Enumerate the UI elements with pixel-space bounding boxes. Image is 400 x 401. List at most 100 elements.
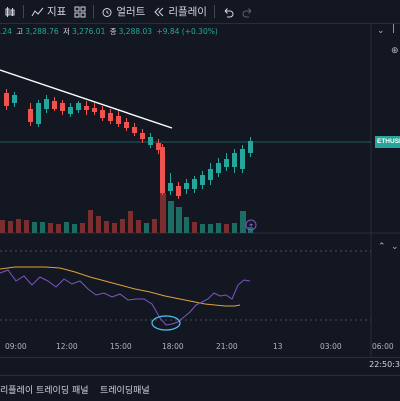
volume-bar <box>152 219 157 233</box>
price-chart[interactable]: 09:00 12:00 15:00 18:00 21:00 13 03:00 0… <box>0 23 400 358</box>
volume-bar <box>224 224 229 233</box>
clock: 22:50:3 <box>369 360 400 369</box>
trend-line[interactable] <box>0 69 173 129</box>
lightning-icon[interactable] <box>245 219 257 231</box>
toolbar-divider <box>93 5 95 18</box>
time-tick-label: 09:00 <box>5 342 27 351</box>
candle-body <box>200 175 205 185</box>
top-toolbar: 지표 얼러트 리플레이 <box>0 0 400 24</box>
candles-icon <box>5 6 15 17</box>
chevron-up-icon[interactable]: ⌃ <box>378 242 386 252</box>
volume-bar <box>16 219 21 233</box>
volume-bar <box>88 210 93 233</box>
volume-bar <box>8 221 13 233</box>
candle-body <box>208 169 213 180</box>
volume-bar <box>232 223 237 233</box>
redo-icon <box>242 7 252 17</box>
alert-button[interactable]: 얼러트 <box>97 0 149 23</box>
candle-body <box>232 153 237 167</box>
candle-body <box>192 179 197 189</box>
volume-bar <box>168 201 174 233</box>
indicators-label: 지표 <box>47 6 67 18</box>
rsi-line <box>0 269 251 326</box>
volume-bar <box>96 216 101 233</box>
volume-bar <box>176 207 182 233</box>
candle-body <box>240 149 245 169</box>
alarm-clock-icon <box>102 7 112 17</box>
volume-bar <box>136 220 141 233</box>
time-tick-label: 03:00 <box>320 342 342 351</box>
indicators-button[interactable]: 지표 <box>27 0 70 23</box>
volume-bar <box>24 220 29 233</box>
open-value: .24 <box>0 27 12 36</box>
change-value: +9.84 (+0.30%) <box>156 27 218 36</box>
volume-bar <box>184 217 189 233</box>
volume-bars <box>0 193 253 233</box>
redo-button[interactable] <box>238 0 258 23</box>
candle-body <box>52 101 57 109</box>
add-plus-icon[interactable]: ⊕ <box>391 46 399 56</box>
candle-body <box>216 163 221 173</box>
candle-body <box>168 183 173 191</box>
candle-body <box>84 106 89 110</box>
candle-body <box>148 137 153 145</box>
rsi-ma-line <box>0 266 241 307</box>
candle-body <box>68 107 73 114</box>
close-value: 3,288.03 <box>118 27 153 36</box>
status-row: 22:50:3 <box>0 357 400 373</box>
time-axis-labels: 09:00 12:00 15:00 18:00 21:00 13 03:00 0… <box>5 342 394 351</box>
time-tick-label: 13 <box>273 342 283 351</box>
price-badge: ETHUSD <box>375 136 400 148</box>
chevron-down-icon[interactable]: ⌄ <box>377 26 385 36</box>
candle-body <box>124 122 129 128</box>
candle-body <box>28 109 33 122</box>
vertical-divider: | <box>392 24 396 34</box>
rsi-highlight-circle[interactable] <box>151 315 181 331</box>
volume-bar <box>216 223 221 233</box>
volume-bar <box>80 223 85 233</box>
candle-body <box>36 103 41 124</box>
volume-bar <box>48 223 53 233</box>
low-value: 3,276.01 <box>71 27 106 36</box>
indicators-icon <box>31 7 44 16</box>
candle-body <box>132 127 137 133</box>
volume-bar <box>104 221 109 233</box>
toolbar-divider <box>213 5 215 18</box>
candle-body <box>12 95 17 103</box>
candlesticks <box>4 89 253 199</box>
toolbar-divider <box>23 5 24 18</box>
candle-body <box>92 108 97 112</box>
time-tick-label: 18:00 <box>162 342 184 351</box>
volume-bar <box>32 222 37 233</box>
candle-body <box>184 183 189 189</box>
candle-body <box>248 141 253 153</box>
volume-bar <box>0 220 5 233</box>
volume-bar <box>64 222 69 233</box>
volume-bar <box>56 224 61 233</box>
volume-bar <box>200 224 205 233</box>
replay-label: 리플레이 <box>168 6 207 18</box>
layout-button[interactable] <box>70 0 90 23</box>
time-tick-label: 15:00 <box>110 342 132 351</box>
replay-button[interactable]: 리플레이 <box>149 0 211 23</box>
volume-bar <box>240 211 246 233</box>
chevron-down-icon[interactable]: ⌄ <box>391 242 399 252</box>
candle-body <box>156 143 161 150</box>
low-label: 저 <box>63 27 70 36</box>
candle-body <box>100 110 105 118</box>
candle-body <box>224 159 229 167</box>
volume-bar <box>192 222 197 233</box>
time-tick-label: 06:00 <box>372 342 394 351</box>
tab-replay-trading-panel[interactable]: 리플레이 트레이딩 패널 <box>0 386 89 396</box>
undo-button[interactable] <box>218 0 238 23</box>
rewind-icon <box>154 7 164 16</box>
time-tick-label: 21:00 <box>216 342 238 351</box>
tab-trading-panel[interactable]: 트레이딩패널 <box>100 386 150 396</box>
chart-type-button[interactable] <box>0 0 20 23</box>
candle-body <box>140 133 145 139</box>
volume-bar <box>72 224 77 233</box>
candle-body <box>60 103 65 111</box>
volume-bar <box>208 224 213 233</box>
candle-body <box>160 147 165 193</box>
volume-bar <box>160 193 166 233</box>
